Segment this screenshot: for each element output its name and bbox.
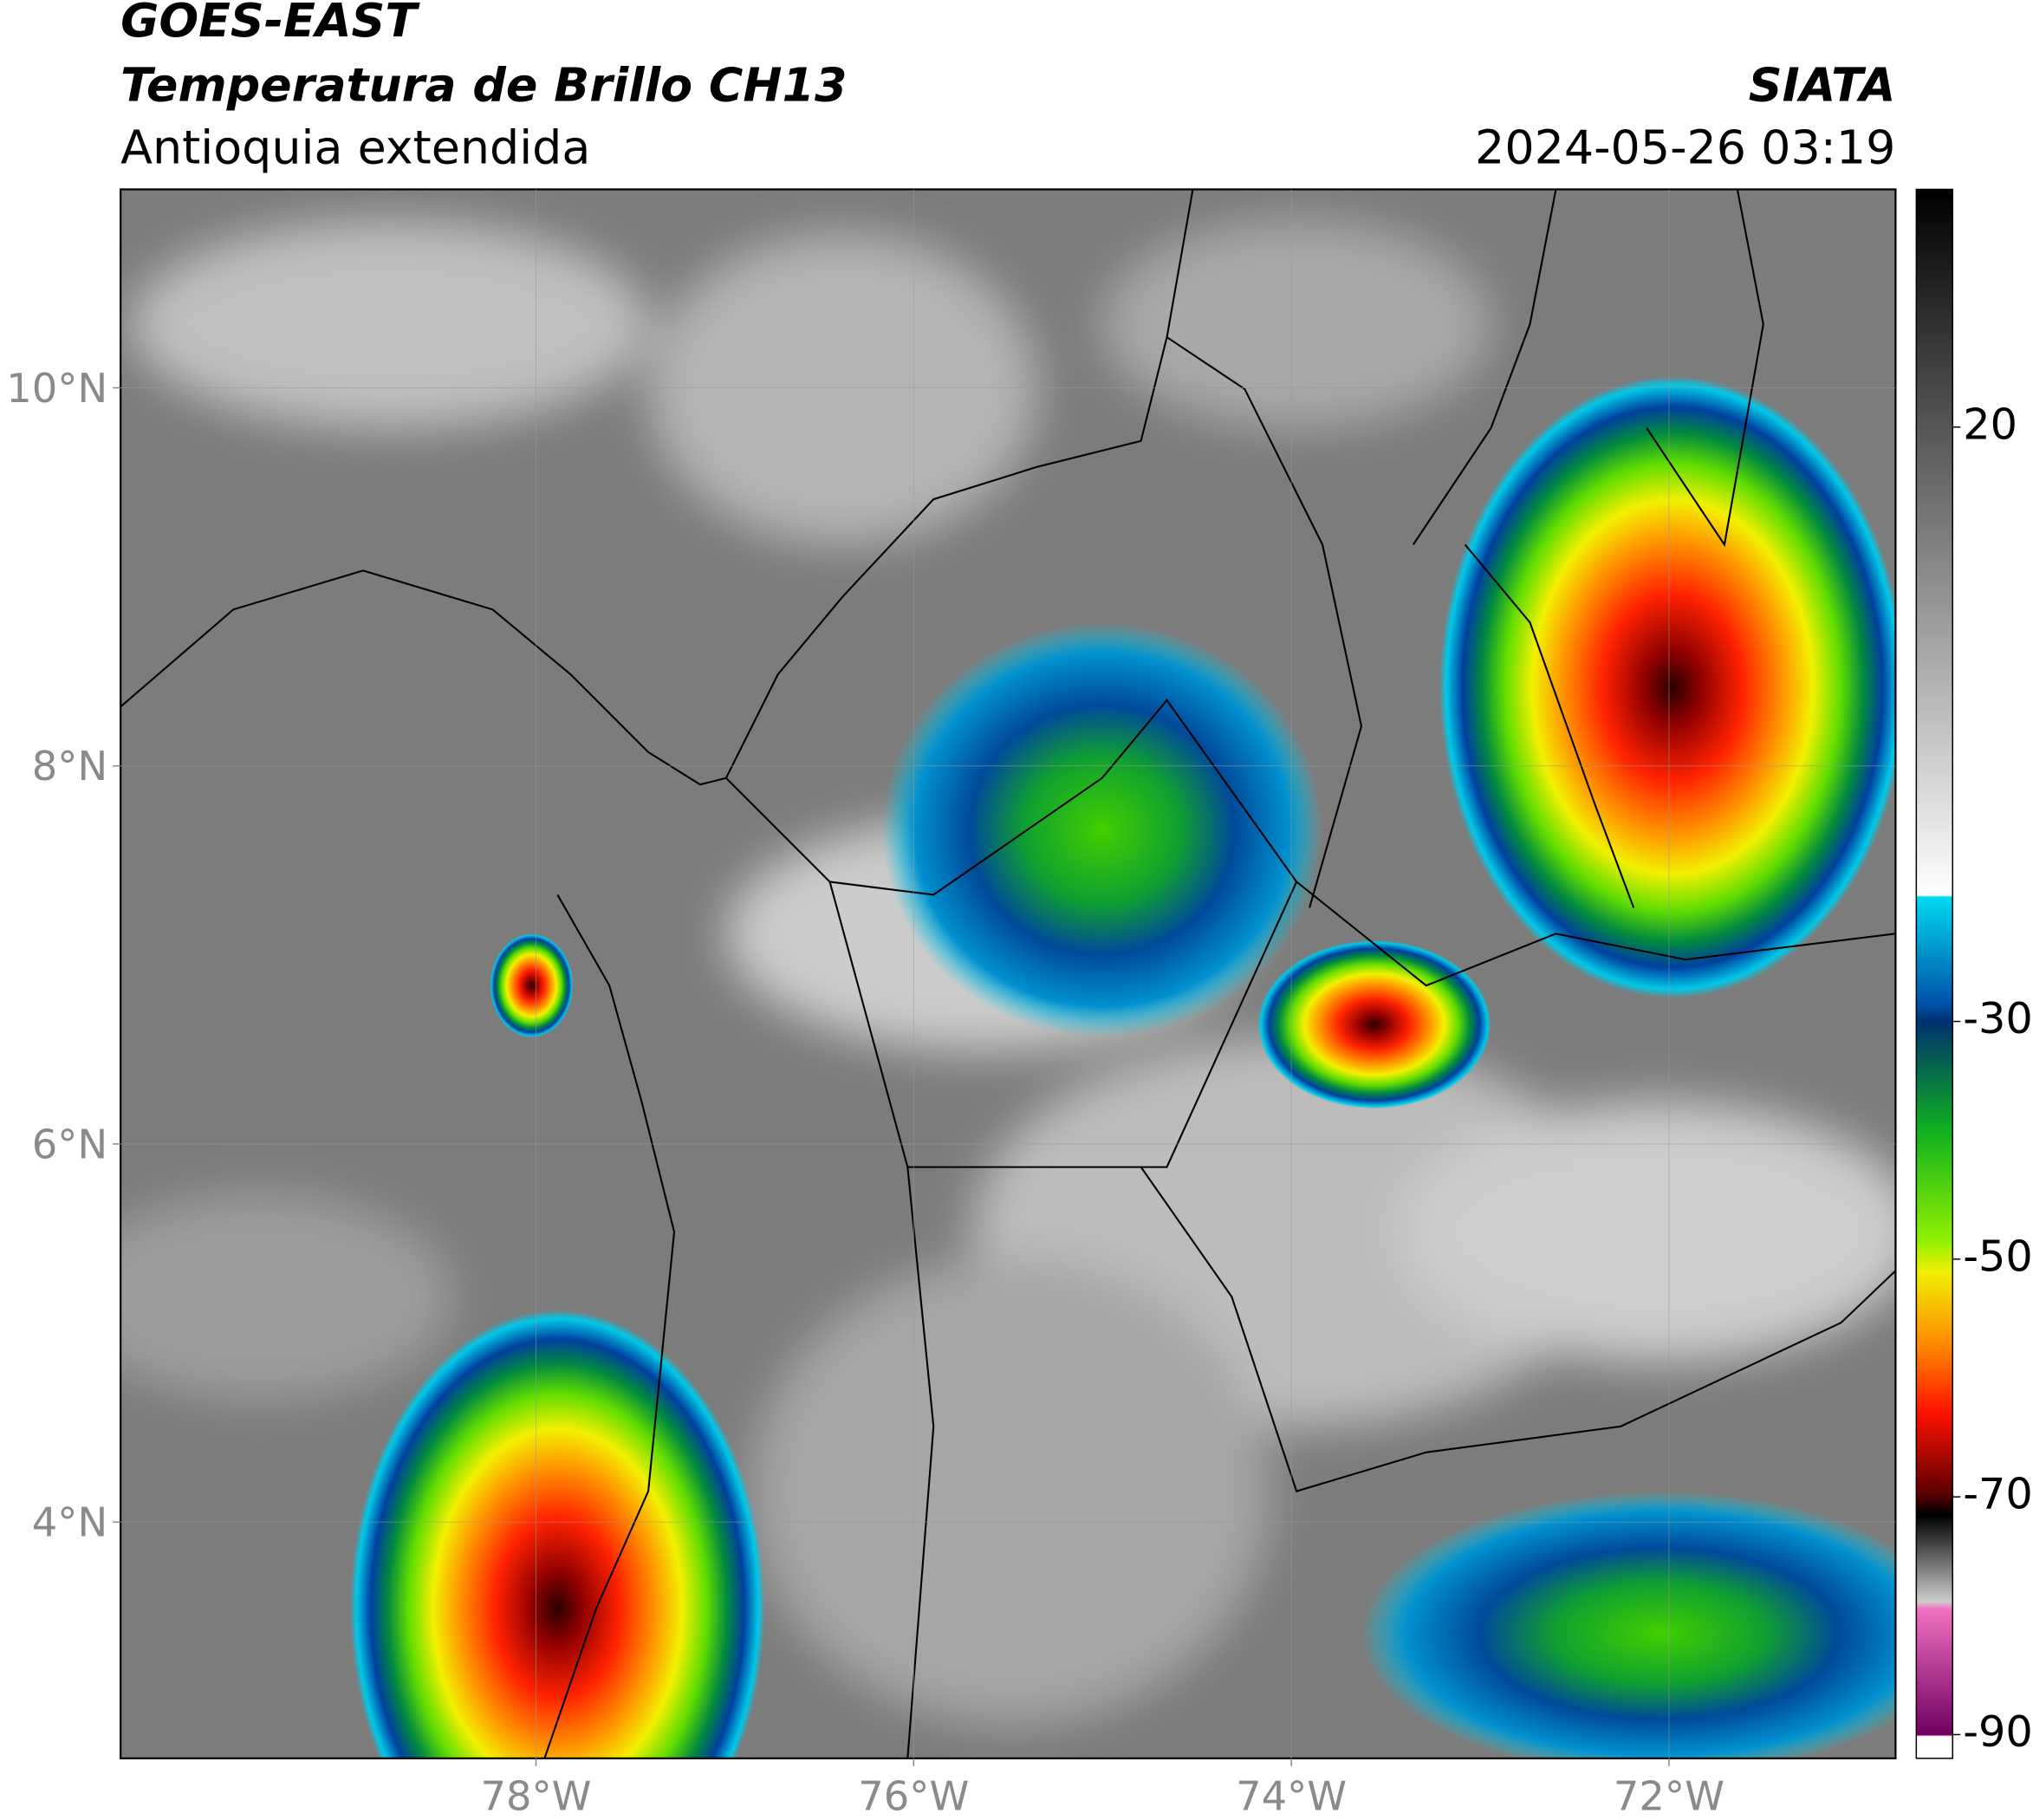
source: SIATA: [1749, 58, 1896, 113]
colorbar-tick-label: -30: [1963, 993, 2033, 1043]
storm-cell: [1439, 376, 1896, 999]
storm-cell: [490, 933, 574, 1037]
colorbar-tick-label: -90: [1963, 1706, 2033, 1757]
datetime: 2024-05-26 03:19: [1475, 120, 1895, 175]
colorbar-tick-label: -70: [1963, 1469, 2033, 1519]
region: Antioquia extendida: [120, 120, 590, 175]
storm-cell: [1257, 939, 1491, 1109]
subtitle: Temperatura de Brillo CH13: [120, 58, 847, 113]
map-frame: [120, 188, 1897, 1759]
y-tick-label: 6°N: [32, 1121, 107, 1167]
x-tick-label: 74°W: [1236, 1773, 1347, 1820]
x-tick-label: 78°W: [480, 1773, 591, 1820]
map: [120, 189, 1896, 1758]
storm-cell: [350, 1310, 765, 1758]
y-tick-label: 10°N: [6, 365, 107, 412]
y-tick-label: 8°N: [32, 743, 107, 790]
cloud-region: [881, 622, 1323, 1037]
x-tick-label: 76°W: [858, 1773, 969, 1820]
cloud-texture: [120, 220, 1896, 1725]
y-tick-label: 4°N: [32, 1499, 107, 1546]
x-tick-label: 72°W: [1614, 1773, 1724, 1820]
title: GOES-EAST: [120, 0, 420, 48]
colorbar: [1915, 188, 1953, 1759]
colorbar-tick-label: 20: [1963, 399, 2017, 449]
cloud-region: [1361, 1491, 1896, 1758]
coastlines: [120, 189, 1896, 1758]
colorbar-tick-label: -50: [1963, 1231, 2033, 1281]
